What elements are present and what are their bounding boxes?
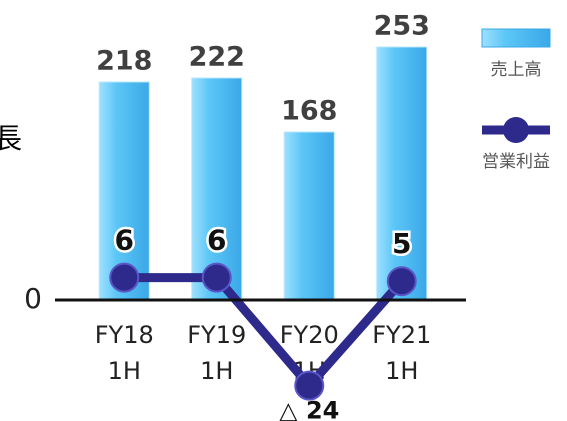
bar-value-label: 253 [374, 11, 430, 42]
line-value-label: 5 [392, 227, 411, 260]
line-point [294, 370, 325, 401]
legend-swatch [481, 28, 551, 48]
line-point [386, 266, 417, 297]
bar-value-label: 222 [189, 42, 245, 73]
y-tick-label: 0 [24, 282, 42, 315]
bar [376, 46, 428, 301]
legend-marker [503, 117, 529, 143]
x-tick-label: FY19 1H [187, 321, 246, 385]
line-value-label: △ 24 [279, 397, 339, 421]
line [124, 273, 406, 391]
line-value-label: 6 [115, 224, 134, 257]
bar-value-label: 218 [96, 46, 152, 77]
line-point [201, 262, 232, 293]
x-tick-label: FY21 1H [372, 321, 431, 385]
x-tick-label: FY18 1H [95, 321, 154, 385]
line-point [109, 262, 140, 293]
legend-label: 売上高 [491, 60, 542, 80]
bar [283, 131, 335, 301]
annotation: 長 [0, 122, 22, 155]
legend-label: 営業利益 [482, 152, 550, 172]
bar-value-label: 168 [281, 96, 337, 127]
line-value-label: 6 [207, 224, 226, 257]
